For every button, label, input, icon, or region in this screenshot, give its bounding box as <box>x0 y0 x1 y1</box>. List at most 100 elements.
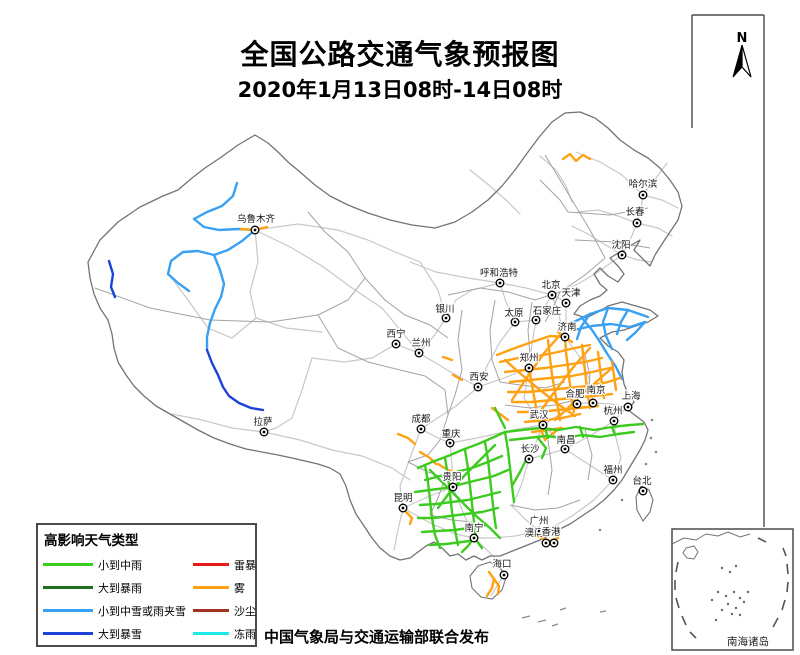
province-border <box>489 299 501 383</box>
snow-heavy-road <box>107 259 117 299</box>
fog-road <box>404 510 414 526</box>
fog-road <box>523 412 582 424</box>
legend-item: 雾 <box>193 576 256 599</box>
city-label: 香港 <box>541 526 561 538</box>
weather-roads-snow-light <box>166 181 650 381</box>
legend-item: 雷暴 <box>193 553 256 576</box>
island-dot <box>649 436 653 440</box>
snow-light-road <box>572 320 647 332</box>
rain-light-road <box>503 422 645 434</box>
road-line <box>499 282 553 296</box>
city-label: 长春 <box>625 206 645 218</box>
city-label: 沈阳 <box>611 239 630 251</box>
road-line <box>171 413 265 433</box>
island-dot <box>650 418 654 422</box>
legend-label: 雷暴 <box>234 558 256 572</box>
road-line <box>254 223 421 263</box>
city-label: 南昌 <box>556 434 575 446</box>
legend-swatch <box>43 609 93 612</box>
north-label: N <box>737 31 748 46</box>
inset-island-dot <box>734 606 738 610</box>
road-line <box>249 229 323 333</box>
snow-light-road <box>625 320 647 342</box>
inset-island-dot <box>724 594 728 598</box>
city-label: 郑州 <box>519 352 538 364</box>
city-label: 北京 <box>541 279 560 291</box>
province-border <box>317 314 426 377</box>
road-line <box>551 294 566 338</box>
weather-roads-fog <box>239 152 622 598</box>
rain-light-road <box>416 430 507 470</box>
legend-swatch <box>43 586 93 589</box>
legend-swatch <box>43 632 93 635</box>
inset-island-dot <box>720 566 724 570</box>
province-border <box>94 287 319 323</box>
road-line <box>449 442 454 488</box>
inset-island-dot <box>710 598 714 602</box>
rain-light-road <box>463 448 478 540</box>
city-label: 南宁 <box>464 522 483 534</box>
snow-light-road <box>166 249 216 276</box>
north-arrow: N <box>732 31 752 78</box>
road-line <box>263 431 411 481</box>
province-border <box>547 439 553 496</box>
page-subtitle: 2020年1月13日08时-14日08时 <box>237 78 563 102</box>
road-line <box>551 194 644 296</box>
road-line <box>263 357 313 433</box>
inset-island-dot <box>746 590 750 594</box>
fog-road <box>485 570 496 598</box>
legend-label: 小到中雨 <box>98 558 142 572</box>
fog-road <box>451 373 464 382</box>
publisher-text: 中国气象局与交通运输部联合发布 <box>264 628 490 646</box>
road-line <box>420 428 451 444</box>
city-label: 呼和浩特 <box>480 267 519 279</box>
city-label: 台北 <box>632 475 652 487</box>
road-line <box>402 507 475 539</box>
legend-label: 大到暴雪 <box>98 627 142 641</box>
inset-island-dot <box>738 613 742 617</box>
road-line <box>511 458 540 532</box>
city-label: 成都 <box>411 413 431 425</box>
province-border <box>447 309 463 416</box>
road-line <box>393 507 404 551</box>
south-china-sea-inset: 南海诸岛 <box>671 528 794 651</box>
city-label: 福州 <box>603 464 622 476</box>
legend-item: 冻雨 <box>193 622 256 645</box>
city-label: 合肥 <box>565 388 585 400</box>
road-line <box>409 261 501 284</box>
road-line <box>499 282 516 323</box>
inset-dash-line <box>689 631 697 639</box>
legend-swatch <box>193 609 229 612</box>
rain-light-road <box>543 426 550 440</box>
island-dot <box>598 528 602 532</box>
province-border <box>544 154 606 259</box>
snow-light-road <box>601 306 614 351</box>
rain-light-road <box>474 538 484 550</box>
inset-island-dot <box>720 608 724 612</box>
road-line <box>418 317 447 354</box>
inset-dash-line <box>782 547 787 557</box>
city-label: 乌鲁木齐 <box>237 213 276 225</box>
city-label: 西安 <box>469 371 488 383</box>
island-outline <box>635 485 654 523</box>
legend-item: 小到中雨 <box>43 553 193 576</box>
city-label: 兰州 <box>411 337 430 349</box>
legend-swatch <box>193 586 229 589</box>
sea-island-dash <box>537 619 547 623</box>
island-dot <box>644 462 648 466</box>
sea-island-dash <box>599 610 607 613</box>
inset-island-dot <box>732 590 736 594</box>
city-label: 上海 <box>621 390 641 402</box>
inset-dash-line <box>786 581 789 593</box>
sea-island-dash <box>521 615 531 619</box>
map-frame-layer <box>691 14 765 527</box>
snow-heavy-road <box>205 348 265 412</box>
city-label: 西宁 <box>386 328 405 340</box>
province-border <box>447 257 606 301</box>
fog-road <box>538 346 592 414</box>
province-border <box>307 211 366 316</box>
road-line <box>577 209 638 224</box>
rain-light-road <box>493 406 507 430</box>
road-line <box>311 343 397 363</box>
